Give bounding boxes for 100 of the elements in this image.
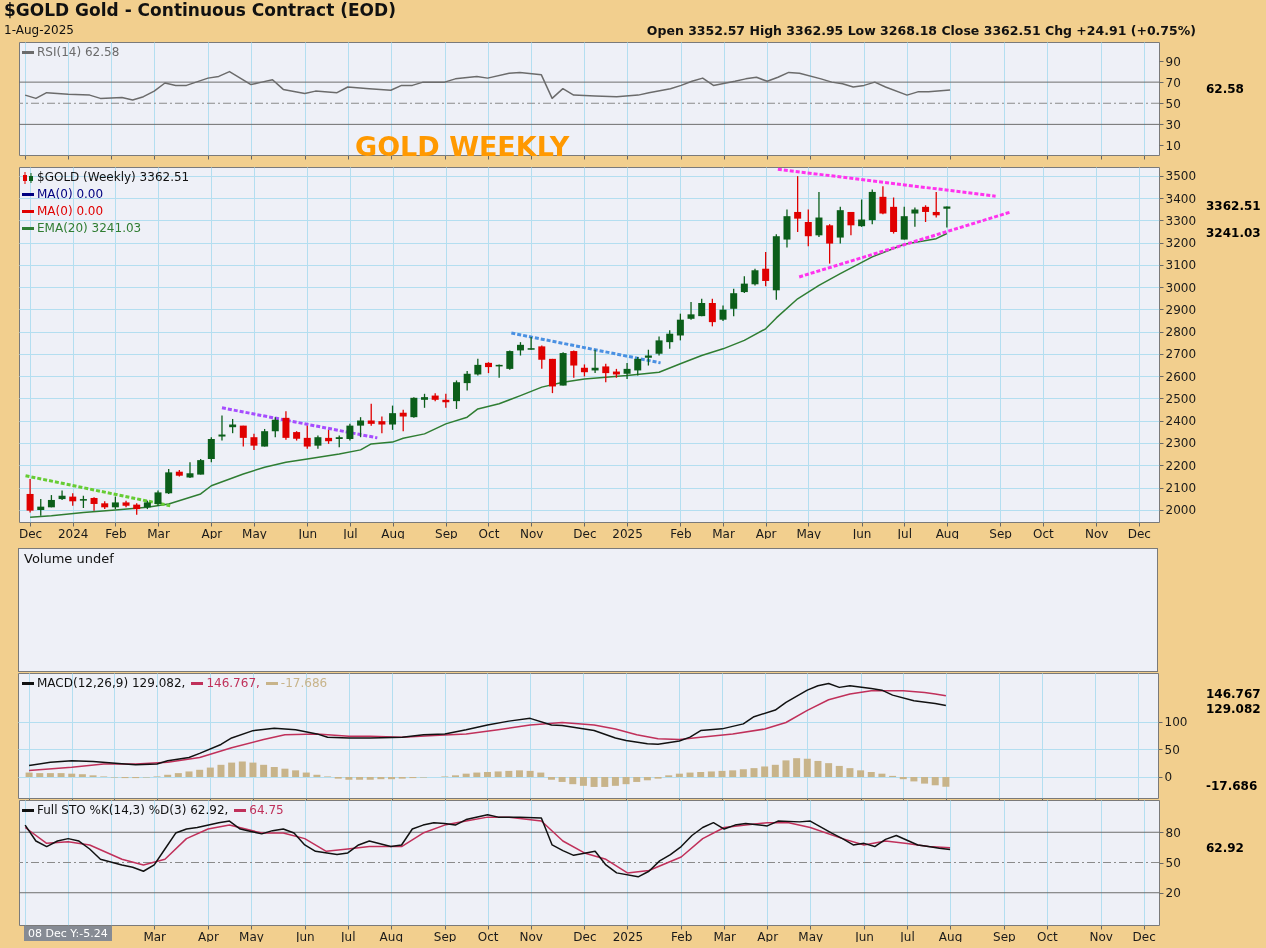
candlestick <box>730 288 738 317</box>
x-tick-label: Feb <box>105 526 127 541</box>
bar <box>899 776 907 780</box>
bar <box>867 772 875 777</box>
x-tick-label: Dec <box>1132 929 1156 944</box>
y-tick-label: 3200 <box>1165 236 1197 251</box>
x-tick-label: Nov <box>1084 526 1109 541</box>
y-tick-label: 100 <box>1164 715 1188 730</box>
legend-label: RSI(14) 62.58 <box>37 45 120 60</box>
bar <box>494 771 502 777</box>
candlestick <box>815 191 823 238</box>
bar <box>36 773 44 777</box>
y-tick-label: 3400 <box>1165 191 1197 206</box>
candlestick <box>410 396 418 419</box>
bar <box>633 776 641 782</box>
y-tick-label: 2900 <box>1165 302 1197 317</box>
bar <box>750 768 758 777</box>
bar <box>68 773 76 777</box>
bar <box>910 776 918 782</box>
legend-label: Full STO %K(14,3) %D(3) 62.92, <box>37 803 229 818</box>
x-tick-label: Nov <box>519 929 543 944</box>
text: 62.92 <box>1205 841 1245 855</box>
x-tick-label: Dec <box>1127 526 1151 541</box>
candlestick <box>303 424 311 450</box>
bar <box>558 776 566 782</box>
y-tick-label: 2400 <box>1165 414 1197 429</box>
y-tick-label: 50 <box>1165 96 1181 111</box>
candlestick <box>463 370 471 392</box>
bar <box>579 776 587 786</box>
bar <box>718 770 726 777</box>
y-tick-label: 50 <box>1164 742 1180 757</box>
x-tick-label: Oct <box>478 526 500 541</box>
bar <box>537 772 545 777</box>
y-tick-label: 2700 <box>1165 347 1197 362</box>
candlestick <box>602 363 610 383</box>
candlestick <box>879 185 887 215</box>
candlestick <box>186 461 194 479</box>
candlestick <box>911 206 919 228</box>
bar <box>281 768 289 777</box>
candlestick <box>794 175 802 233</box>
bar <box>366 776 374 780</box>
x-tick-label: 2024 <box>57 526 89 541</box>
candlestick <box>357 416 365 438</box>
legend-label: 64.75 <box>249 803 284 818</box>
bar <box>846 768 854 777</box>
candlestick <box>165 468 173 495</box>
candlestick <box>666 329 674 350</box>
bar <box>569 776 577 785</box>
x-tick-label: Nov <box>519 526 544 541</box>
candlestick <box>826 223 834 265</box>
chart-title: $GOLD Gold - Continuous Contract (EOD) <box>4 0 396 20</box>
x-tick-label: Feb <box>671 929 693 944</box>
bar <box>697 772 705 777</box>
candlestick <box>218 414 226 442</box>
bar <box>473 772 481 777</box>
candlestick <box>900 206 908 241</box>
bar <box>931 776 939 786</box>
candlestick <box>207 436 215 463</box>
bar <box>590 776 598 787</box>
bar <box>196 769 204 777</box>
bar <box>814 760 822 777</box>
bar <box>238 761 246 777</box>
candlestick <box>687 301 695 321</box>
y-tick-label: 2100 <box>1165 481 1197 495</box>
bar <box>643 776 651 781</box>
y-tick-label: 0 <box>1164 770 1173 785</box>
y-tick-label: 10 <box>1165 139 1181 153</box>
bar <box>803 758 811 777</box>
x-tick-label: Feb <box>670 526 692 541</box>
y-tick-label: 50 <box>1165 856 1181 870</box>
bar <box>185 771 193 777</box>
bar <box>729 770 737 777</box>
bar <box>217 764 225 777</box>
text: 3362.51 <box>1205 199 1262 213</box>
x-tick-label: Jun <box>854 929 874 944</box>
bar <box>547 776 555 780</box>
bar <box>835 765 843 777</box>
y-tick-label: 2000 <box>1165 503 1197 518</box>
candlestick <box>58 489 66 501</box>
candlestick <box>762 251 770 287</box>
x-tick-label: 2025 <box>612 526 643 541</box>
bar <box>174 773 182 777</box>
bar <box>483 772 491 777</box>
x-tick-label: Mar <box>147 526 170 541</box>
x-tick-label: Jul <box>342 526 358 541</box>
x-tick-label: Oct <box>1032 526 1054 541</box>
y-tick-label: 3500 <box>1165 169 1197 184</box>
bar <box>57 773 65 777</box>
legend-label: EMA(20) 3241.03 <box>37 221 142 236</box>
bar <box>707 771 715 777</box>
annotation: GOLD WEEKLY <box>355 131 570 162</box>
bar <box>611 776 619 786</box>
x-tick-label: Jun <box>297 526 318 541</box>
text: 08 Dec Y:-5.24 <box>24 926 112 941</box>
y-tick-label: 90 <box>1165 54 1181 69</box>
bar <box>857 770 865 777</box>
legend-label: 146.767, <box>206 676 260 691</box>
bar <box>164 774 172 777</box>
bar <box>206 767 214 777</box>
bar <box>782 760 790 777</box>
